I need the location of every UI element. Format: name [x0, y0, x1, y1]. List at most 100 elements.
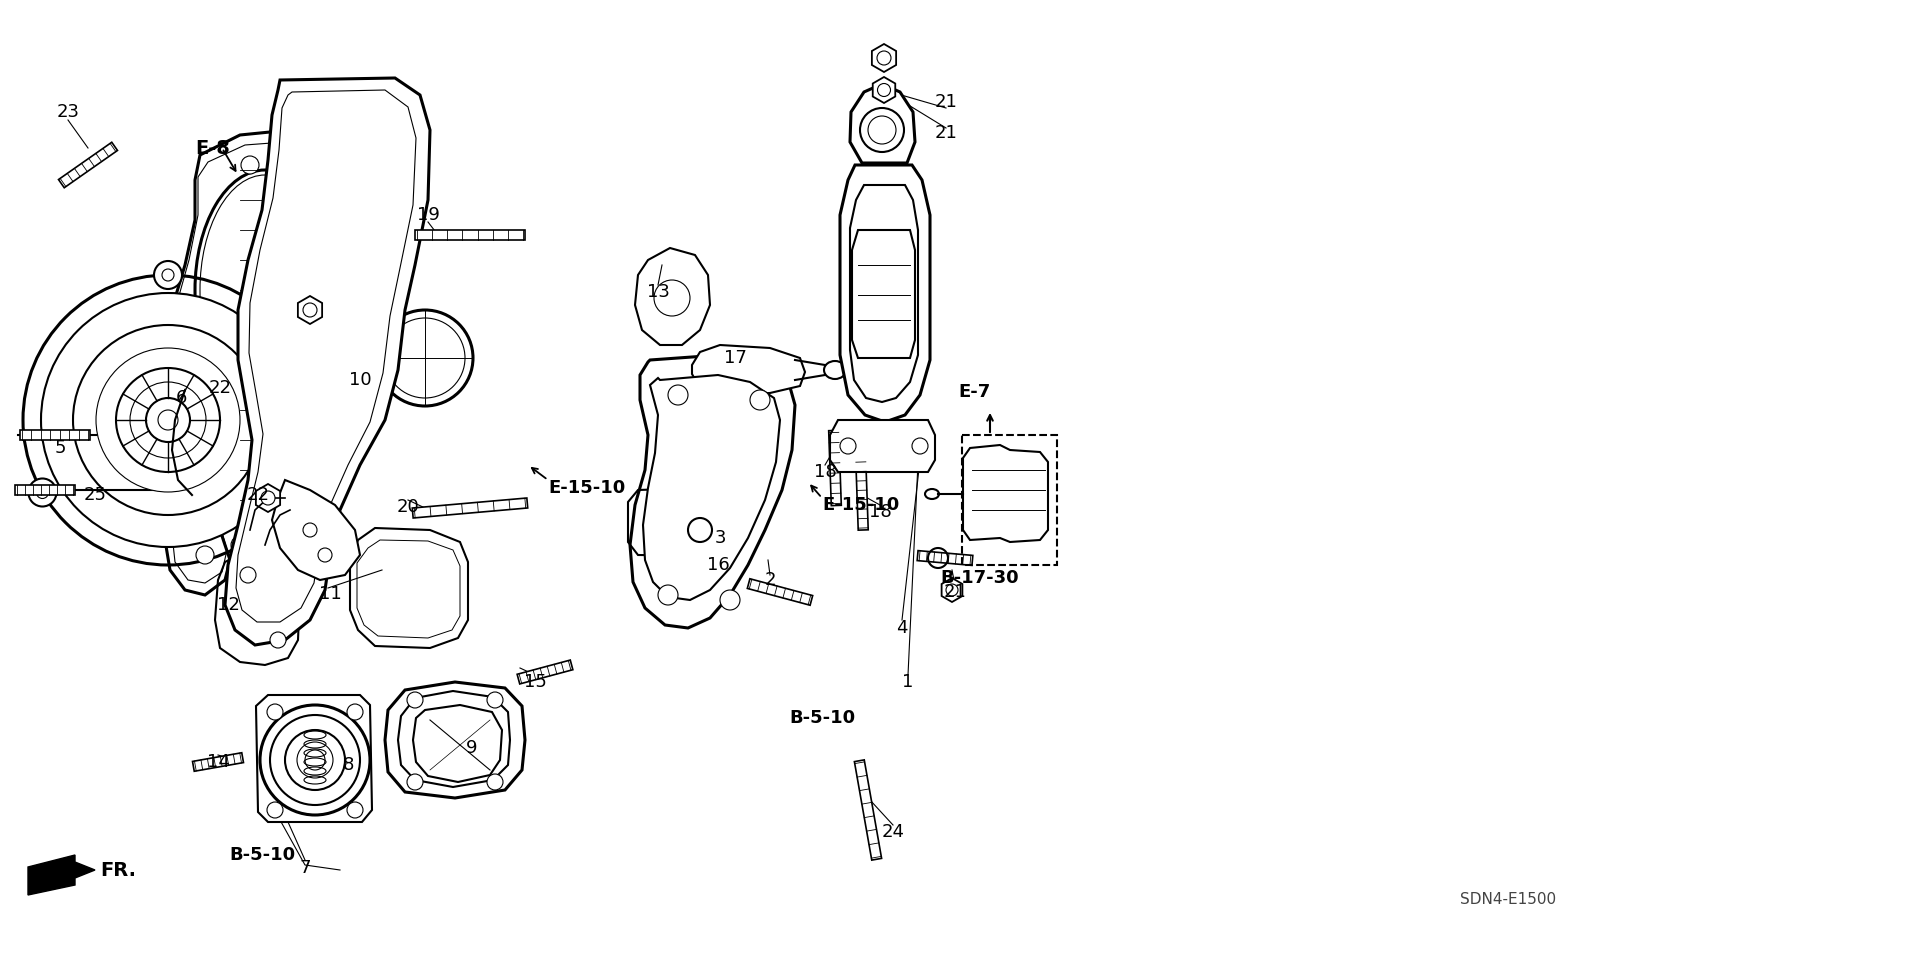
- Circle shape: [303, 303, 317, 317]
- Text: 18: 18: [814, 463, 837, 481]
- Polygon shape: [253, 390, 317, 450]
- Polygon shape: [918, 550, 973, 566]
- Polygon shape: [255, 695, 372, 822]
- Text: 7: 7: [300, 859, 311, 877]
- Text: 17: 17: [724, 349, 747, 367]
- Text: 8: 8: [342, 756, 353, 774]
- Circle shape: [348, 704, 363, 720]
- Circle shape: [261, 491, 275, 505]
- Circle shape: [242, 156, 259, 174]
- Circle shape: [407, 774, 422, 790]
- Circle shape: [841, 438, 856, 454]
- Polygon shape: [413, 498, 528, 518]
- Circle shape: [407, 692, 422, 708]
- Text: FR.: FR.: [100, 860, 136, 879]
- Text: 10: 10: [349, 371, 371, 389]
- Polygon shape: [29, 855, 94, 895]
- Circle shape: [751, 390, 770, 410]
- Polygon shape: [19, 430, 90, 440]
- Text: 12: 12: [217, 596, 240, 614]
- Polygon shape: [872, 44, 897, 72]
- Polygon shape: [415, 230, 524, 240]
- Text: SDN4-E1500: SDN4-E1500: [1459, 893, 1555, 907]
- Circle shape: [259, 705, 371, 815]
- Text: 23: 23: [56, 103, 79, 121]
- Circle shape: [96, 348, 240, 492]
- Text: 22: 22: [209, 379, 232, 397]
- Circle shape: [196, 546, 213, 564]
- Text: 22: 22: [246, 486, 269, 504]
- Circle shape: [288, 486, 300, 499]
- Circle shape: [303, 523, 317, 537]
- Circle shape: [348, 802, 363, 818]
- Polygon shape: [516, 660, 572, 684]
- Polygon shape: [192, 753, 244, 771]
- Text: 1: 1: [902, 673, 914, 691]
- Circle shape: [115, 368, 221, 472]
- Polygon shape: [747, 579, 812, 605]
- Circle shape: [877, 83, 891, 97]
- Circle shape: [687, 518, 712, 542]
- Circle shape: [271, 632, 286, 648]
- Circle shape: [146, 398, 190, 442]
- Polygon shape: [15, 485, 75, 495]
- Circle shape: [230, 536, 250, 554]
- Circle shape: [912, 438, 927, 454]
- Polygon shape: [643, 375, 780, 600]
- Text: 18: 18: [868, 503, 891, 521]
- Circle shape: [36, 486, 48, 499]
- Text: 4: 4: [897, 619, 908, 637]
- Polygon shape: [225, 78, 430, 645]
- Circle shape: [29, 479, 56, 506]
- Text: 5: 5: [54, 439, 65, 457]
- Circle shape: [720, 590, 739, 610]
- Text: E-15-10: E-15-10: [547, 479, 626, 497]
- Polygon shape: [298, 296, 323, 324]
- Circle shape: [488, 692, 503, 708]
- Circle shape: [240, 567, 255, 583]
- Text: 20: 20: [397, 498, 419, 516]
- Text: 21: 21: [935, 124, 958, 142]
- Text: 21: 21: [935, 93, 958, 111]
- Circle shape: [40, 293, 296, 547]
- Text: 6: 6: [175, 389, 186, 407]
- Circle shape: [161, 269, 175, 281]
- Polygon shape: [874, 77, 895, 103]
- Circle shape: [154, 261, 182, 289]
- Text: E-7: E-7: [958, 383, 991, 401]
- Text: 16: 16: [707, 556, 730, 574]
- Circle shape: [488, 774, 503, 790]
- Text: 9: 9: [467, 739, 478, 757]
- Circle shape: [305, 750, 324, 770]
- Circle shape: [23, 275, 313, 565]
- Text: 25: 25: [83, 486, 106, 504]
- Polygon shape: [964, 445, 1048, 542]
- Polygon shape: [386, 682, 524, 798]
- Polygon shape: [273, 480, 361, 580]
- Text: 15: 15: [524, 673, 547, 691]
- Circle shape: [947, 584, 958, 596]
- Text: 24: 24: [881, 823, 904, 841]
- Text: 19: 19: [417, 206, 440, 224]
- Circle shape: [305, 156, 324, 174]
- Text: E-8: E-8: [196, 138, 230, 157]
- Polygon shape: [255, 484, 280, 512]
- Text: 14: 14: [207, 753, 228, 771]
- Polygon shape: [691, 345, 804, 395]
- Circle shape: [668, 385, 687, 405]
- Text: 11: 11: [319, 585, 342, 603]
- Circle shape: [280, 479, 307, 506]
- Polygon shape: [941, 578, 962, 602]
- Circle shape: [319, 548, 332, 562]
- Text: 21: 21: [943, 583, 966, 601]
- Circle shape: [267, 802, 282, 818]
- Polygon shape: [58, 142, 117, 188]
- Polygon shape: [413, 705, 501, 782]
- Polygon shape: [851, 84, 916, 163]
- Circle shape: [877, 51, 891, 65]
- Polygon shape: [852, 230, 916, 358]
- Polygon shape: [841, 165, 929, 422]
- Text: 13: 13: [647, 283, 670, 301]
- Polygon shape: [854, 760, 881, 860]
- Polygon shape: [829, 420, 935, 472]
